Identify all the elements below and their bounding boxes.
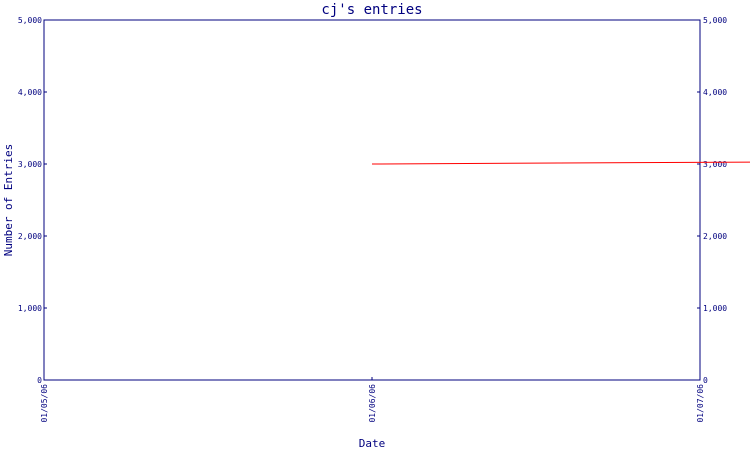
series-group — [371, 161, 750, 165]
x-tick-label: 01/07/06 — [696, 384, 705, 423]
y-tick-label-left: 4,000 — [18, 88, 42, 97]
y-tick-label-right: 5,000 — [703, 16, 727, 25]
x-tick-label: 01/06/06 — [368, 384, 377, 423]
chart-title: cj's entries — [321, 2, 422, 18]
y-axis-right: 0 1,000 2,000 3,000 4,000 5,000 — [697, 16, 727, 385]
y-tick-label-right: 0 — [703, 376, 708, 385]
y-tick-label-right: 2,000 — [703, 232, 727, 241]
y-axis-left: 0 1,000 2,000 3,000 4,000 5,000 — [18, 16, 47, 385]
y-tick-label-right: 4,000 — [703, 88, 727, 97]
y-tick-label-right: 3,000 — [703, 160, 727, 169]
x-tick-label: 01/05/06 — [40, 384, 49, 423]
x-axis-label: Date — [359, 437, 386, 450]
y-tick-label-left: 3,000 — [18, 160, 42, 169]
plot-frame — [43, 19, 701, 381]
y-tick-label-left: 2,000 — [18, 232, 42, 241]
y-tick-label-right: 1,000 — [703, 304, 727, 313]
y-axis-label: Number of Entries — [2, 144, 15, 257]
y-tick-label-left: 0 — [37, 376, 42, 385]
y-tick-label-left: 5,000 — [18, 16, 42, 25]
series-line — [371, 161, 750, 165]
x-axis: 01/05/06 01/06/06 01/07/06 — [40, 377, 705, 423]
y-tick-label-left: 1,000 — [18, 304, 42, 313]
